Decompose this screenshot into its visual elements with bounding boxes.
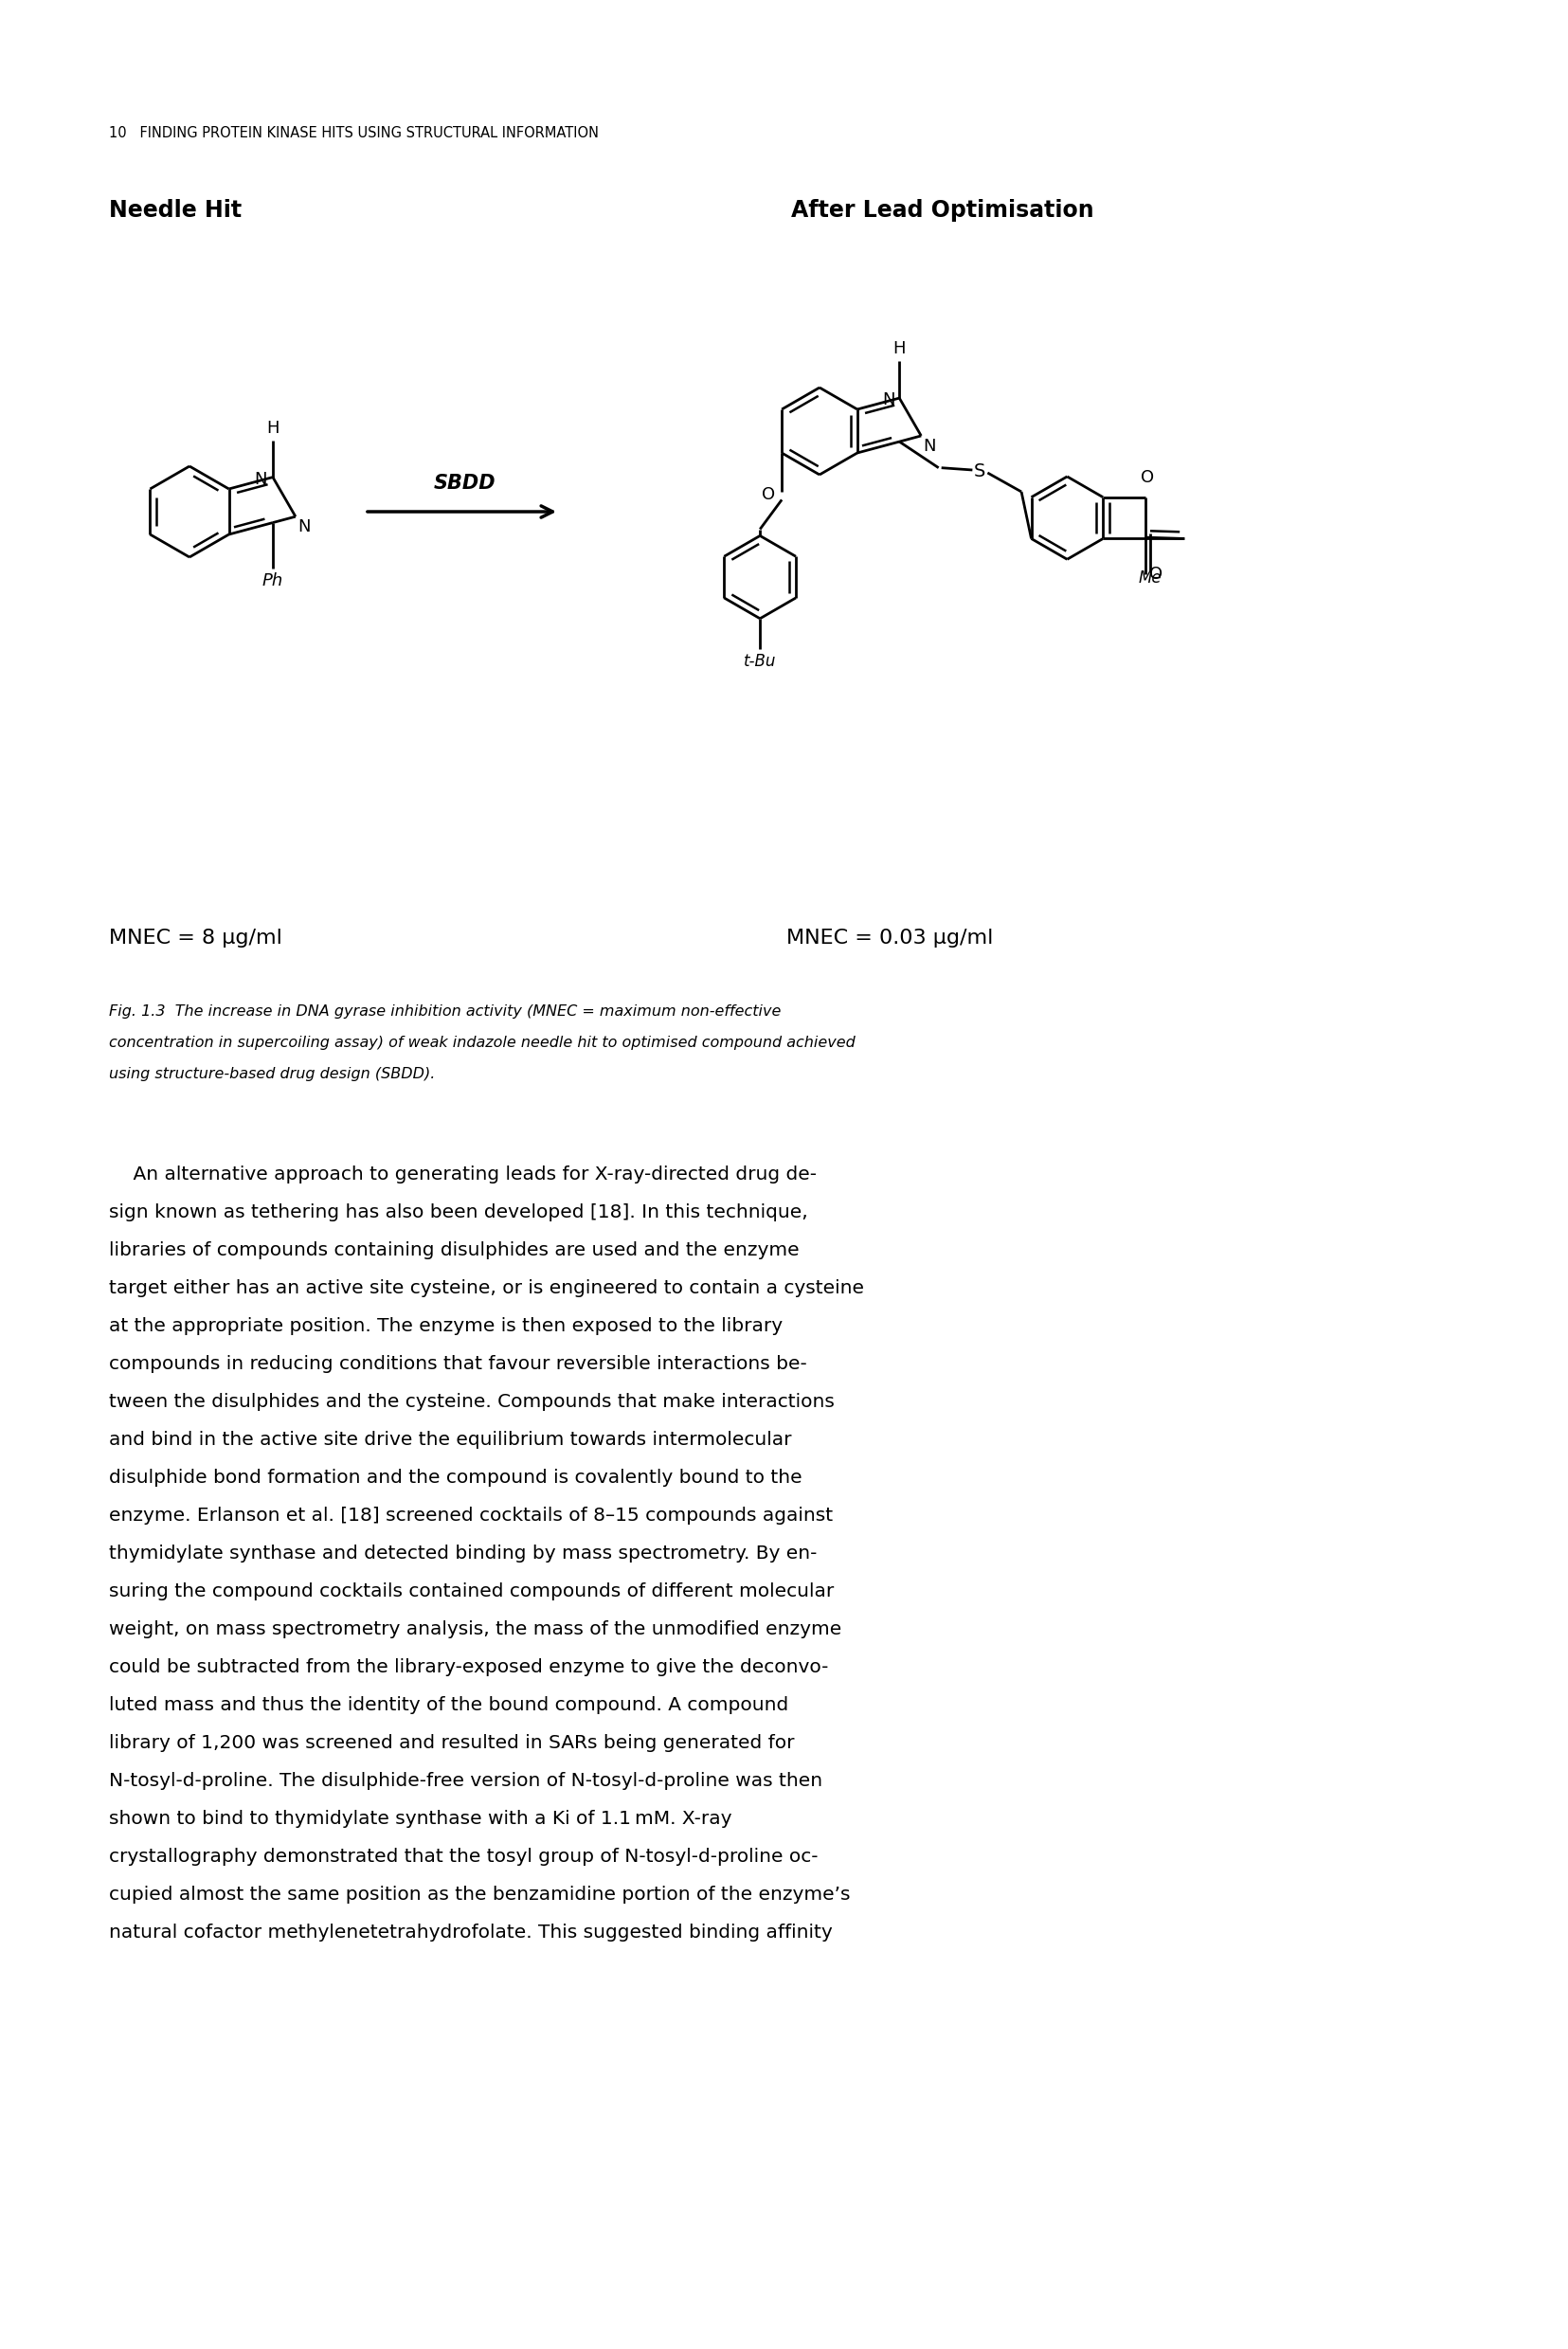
Text: tween the disulphides and the cysteine. Compounds that make interactions: tween the disulphides and the cysteine. … [108,1393,834,1412]
Text: cupied almost the same position as the benzamidine portion of the enzyme’s: cupied almost the same position as the b… [108,1886,850,1903]
Text: sign known as tethering has also been developed [18]. In this technique,: sign known as tethering has also been de… [108,1203,808,1221]
Text: and bind in the active site drive the equilibrium towards intermolecular: and bind in the active site drive the eq… [108,1431,792,1449]
Text: S: S [974,463,986,482]
Text: SBDD: SBDD [433,474,495,493]
Text: shown to bind to thymidylate synthase with a Ki of 1.1 mM. X-ray: shown to bind to thymidylate synthase wi… [108,1809,732,1828]
Text: N-tosyl-d-proline. The disulphide-free version of N-tosyl-d-proline was then: N-tosyl-d-proline. The disulphide-free v… [108,1771,823,1790]
Text: N: N [924,437,936,456]
Text: O: O [1149,566,1162,583]
Text: suring the compound cocktails contained compounds of different molecular: suring the compound cocktails contained … [108,1583,834,1600]
Text: An alternative approach to generating leads for X-ray-directed drug de-: An alternative approach to generating le… [108,1165,817,1184]
Text: using structure-based drug design (SBDD).: using structure-based drug design (SBDD)… [108,1066,436,1081]
Text: target either has an active site cysteine, or is engineered to contain a cystein: target either has an active site cystein… [108,1280,864,1297]
Text: N: N [298,519,310,536]
Text: Ph: Ph [262,571,284,590]
Text: MNEC = 8 μg/ml: MNEC = 8 μg/ml [108,928,282,947]
Text: 10   FINDING PROTEIN KINASE HITS USING STRUCTURAL INFORMATION: 10 FINDING PROTEIN KINASE HITS USING STR… [108,127,599,141]
Text: weight, on mass spectrometry analysis, the mass of the unmodified enzyme: weight, on mass spectrometry analysis, t… [108,1621,842,1637]
Text: libraries of compounds containing disulphides are used and the enzyme: libraries of compounds containing disulp… [108,1240,800,1259]
Text: could be subtracted from the library-exposed enzyme to give the deconvo-: could be subtracted from the library-exp… [108,1658,828,1677]
Text: library of 1,200 was screened and resulted in SARs being generated for: library of 1,200 was screened and result… [108,1734,795,1752]
Text: O: O [762,486,775,503]
Text: luted mass and thus the identity of the bound compound. A compound: luted mass and thus the identity of the … [108,1696,789,1715]
Text: t-Bu: t-Bu [743,653,776,669]
Text: H: H [267,420,279,437]
Text: disulphide bond formation and the compound is covalently bound to the: disulphide bond formation and the compou… [108,1468,803,1487]
Text: Fig. 1.3  The increase in DNA gyrase inhibition activity (MNEC = maximum non-eff: Fig. 1.3 The increase in DNA gyrase inhi… [108,1005,781,1019]
Text: crystallography demonstrated that the tosyl group of N-tosyl-d-proline oc-: crystallography demonstrated that the to… [108,1849,818,1865]
Text: Needle Hit: Needle Hit [108,200,241,221]
Text: N: N [881,392,895,409]
Text: concentration in supercoiling assay) of weak indazole needle hit to optimised co: concentration in supercoiling assay) of … [108,1036,855,1050]
Text: thymidylate synthase and detected binding by mass spectrometry. By en-: thymidylate synthase and detected bindin… [108,1546,817,1562]
Text: at the appropriate position. The enzyme is then exposed to the library: at the appropriate position. The enzyme … [108,1318,782,1334]
Text: Me: Me [1138,568,1162,587]
Text: N: N [254,470,267,489]
Text: natural cofactor methylenetetrahydrofolate. This suggested binding affinity: natural cofactor methylenetetrahydrofola… [108,1924,833,1943]
Text: MNEC = 0.03 μg/ml: MNEC = 0.03 μg/ml [787,928,993,947]
Text: After Lead Optimisation: After Lead Optimisation [792,200,1094,221]
Text: enzyme. Erlanson et al. [18] screened cocktails of 8–15 compounds against: enzyme. Erlanson et al. [18] screened co… [108,1506,833,1525]
Text: compounds in reducing conditions that favour reversible interactions be-: compounds in reducing conditions that fa… [108,1355,808,1374]
Text: O: O [1140,470,1154,486]
Text: H: H [892,341,906,357]
